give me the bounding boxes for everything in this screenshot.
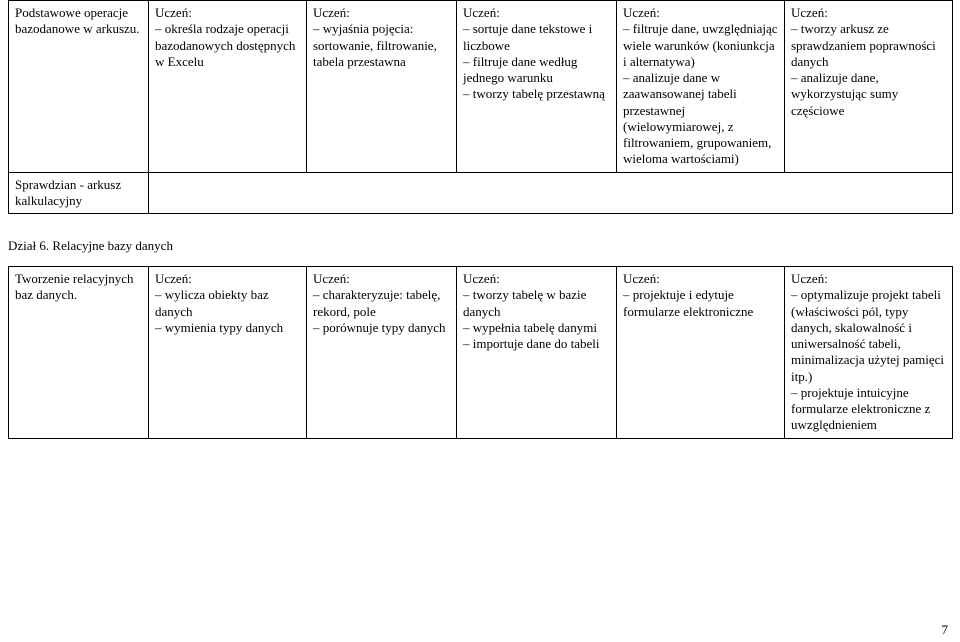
cell-level-5: Uczeń:– tworzy arkusz ze sprawdzaniem po… — [785, 1, 953, 173]
table-row: Sprawdzian - arkusz kalkulacyjny — [9, 172, 953, 214]
cell-level-3: Uczeń:– tworzy tabelę w bazie danych– wy… — [457, 267, 617, 439]
cell-level-2: Uczeń:– wyjaśnia pojęcia: sortowanie, fi… — [307, 1, 457, 173]
table-2: Tworzenie relacyjnych baz danych. Uczeń:… — [8, 266, 953, 439]
cell-level-1: Uczeń:– wylicza obiekty baz danych– wymi… — [149, 267, 307, 439]
cell-topic: Tworzenie relacyjnych baz danych. — [9, 267, 149, 439]
cell-topic: Sprawdzian - arkusz kalkulacyjny — [9, 172, 149, 214]
cell-level-4: Uczeń:– filtruje dane, uwzględniając wie… — [617, 1, 785, 173]
cell-level-2: Uczeń:– charakteryzuje: tabelę, rekord, … — [307, 267, 457, 439]
cell-level-4: Uczeń:– projektuje i edytuje formularze … — [617, 267, 785, 439]
page-number: 7 — [942, 622, 949, 638]
table-1: Podstawowe operacje bazodanowe w arkuszu… — [8, 0, 953, 214]
cell-level-5: Uczeń:– optymalizuje projekt tabeli (wła… — [785, 267, 953, 439]
cell-level-1: Uczeń:– określa rodzaje operacji bazodan… — [149, 1, 307, 173]
cell-empty-span — [149, 172, 953, 214]
section-title: Dział 6. Relacyjne bazy danych — [8, 238, 960, 254]
table-row: Tworzenie relacyjnych baz danych. Uczeń:… — [9, 267, 953, 439]
cell-topic: Podstawowe operacje bazodanowe w arkuszu… — [9, 1, 149, 173]
cell-level-3: Uczeń:– sortuje dane tekstowe i liczbowe… — [457, 1, 617, 173]
table-row: Podstawowe operacje bazodanowe w arkuszu… — [9, 1, 953, 173]
